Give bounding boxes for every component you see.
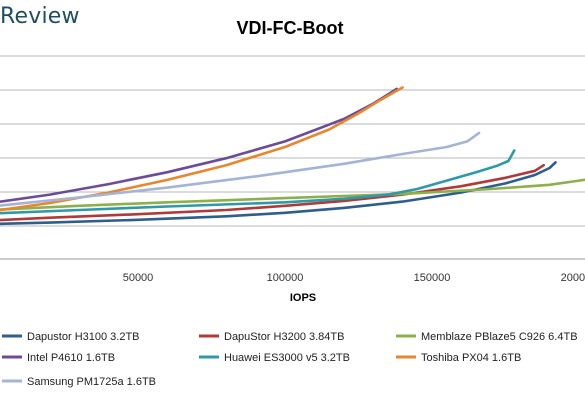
x-tick-label: 100000 — [267, 272, 304, 284]
legend-label: Samsung PM1725a 1.6TB — [27, 376, 156, 388]
x-tick-label: 200000 — [561, 272, 585, 284]
brand-logo-text: Review — [0, 4, 80, 29]
legend-label: Huawei ES3000 v5 3.2TB — [224, 352, 350, 364]
grid-lines — [0, 55, 585, 260]
x-tick-labels: 50000 100000 150000 200000 — [123, 272, 585, 284]
legend-label: Memblaze PBlaze5 C926 6.4TB — [421, 331, 578, 343]
series-line-0 — [0, 161, 557, 226]
series-line-2 — [0, 178, 585, 211]
series-line-6 — [0, 131, 481, 207]
legend-label: Dapustor H3100 3.2TB — [27, 331, 140, 343]
legend-label: Intel P4610 1.6TB — [27, 352, 115, 364]
series-line-3 — [0, 87, 398, 204]
x-axis-label: IOPS — [290, 292, 316, 304]
x-tick-label: 150000 — [414, 272, 451, 284]
x-tick-label: 50000 — [123, 272, 154, 284]
series-layer — [0, 86, 585, 226]
chart-title: VDI-FC-Boot — [237, 18, 344, 38]
legend-label: Toshiba PX04 1.6TB — [421, 352, 521, 364]
legend-label: DapuStor H3200 3.84TB — [224, 331, 344, 343]
series-line-1 — [0, 163, 545, 222]
legend: Dapustor H3100 3.2TB DapuStor H3200 3.84T… — [2, 331, 578, 388]
series-line-4 — [0, 149, 516, 215]
